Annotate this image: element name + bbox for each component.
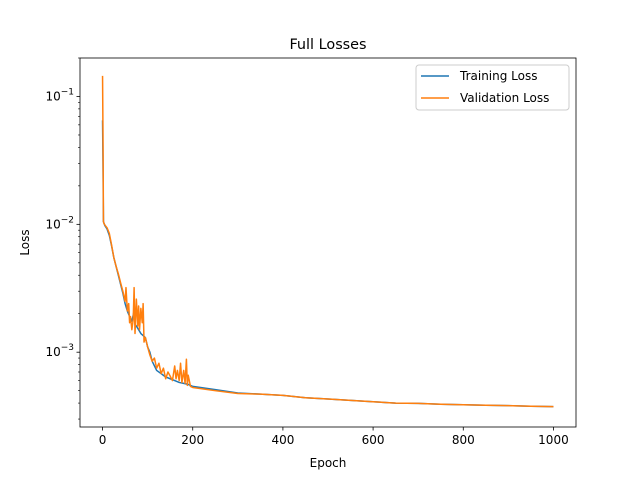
plot-frame bbox=[79, 57, 577, 428]
y-tick-label: 10−3 bbox=[45, 343, 74, 359]
x-axis: 0 200 400 600 800 1000 bbox=[99, 427, 569, 447]
x-tick-label: 400 bbox=[271, 433, 294, 447]
chart-title: Full Losses bbox=[289, 37, 366, 53]
legend: Training Loss Validation Loss bbox=[415, 64, 570, 111]
y-tick-label: 10−2 bbox=[45, 215, 74, 231]
legend-label: Training Loss bbox=[459, 69, 537, 83]
x-tick-label: 600 bbox=[362, 433, 385, 447]
legend-label: Validation Loss bbox=[460, 91, 549, 105]
x-tick-label: 0 bbox=[99, 433, 107, 447]
y-axis-label: Loss bbox=[18, 229, 32, 255]
y-axis: 10−1 10−2 10−3 bbox=[45, 57, 80, 420]
x-axis-label: Epoch bbox=[310, 456, 347, 470]
x-tick-label: 800 bbox=[452, 433, 475, 447]
plot-lines bbox=[101, 75, 554, 408]
legend-box bbox=[415, 64, 570, 111]
series-line-validation-loss bbox=[101, 75, 554, 408]
y-tick-label: 10−1 bbox=[45, 87, 74, 103]
series-line-training-loss bbox=[101, 120, 554, 408]
x-tick-label: 200 bbox=[181, 433, 204, 447]
x-tick-label: 1000 bbox=[538, 433, 569, 447]
